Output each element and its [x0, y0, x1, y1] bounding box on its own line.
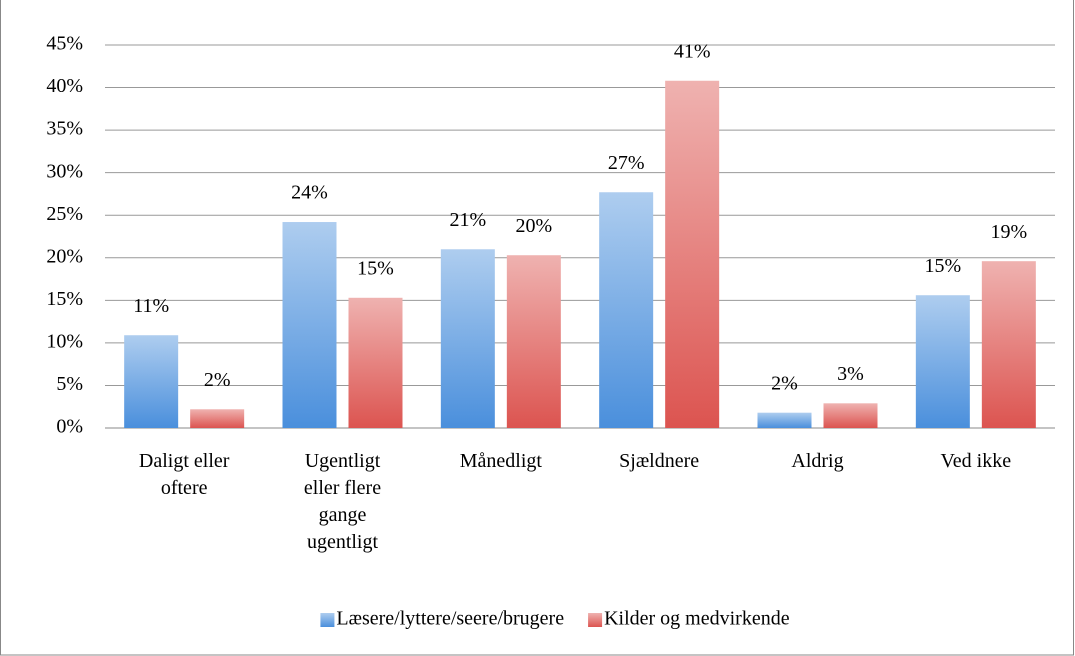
- data-label: 2%: [204, 369, 231, 391]
- y-tick-label: 40%: [46, 75, 83, 97]
- y-tick-label: 30%: [46, 160, 83, 182]
- bar: [599, 192, 654, 428]
- bar: [124, 335, 179, 428]
- data-label: 2%: [771, 372, 798, 394]
- x-tick-label: Daligt eller oftere: [139, 450, 230, 499]
- bar: [282, 222, 337, 428]
- y-tick-label: 5%: [56, 373, 83, 395]
- data-label: 21%: [449, 209, 486, 231]
- bar: [757, 412, 812, 428]
- data-label: 27%: [608, 152, 645, 174]
- x-tick-label: Ugentligt eller flere gange ugentligt: [304, 450, 381, 553]
- y-tick-label: 10%: [46, 330, 83, 352]
- legend-label: Læsere/lyttere/seere/brugere: [336, 608, 564, 630]
- data-label: 11%: [133, 295, 169, 317]
- data-label: 15%: [924, 255, 961, 277]
- x-tick-label: Månedligt: [460, 450, 543, 472]
- y-tick-label: 25%: [46, 203, 83, 225]
- data-label: 15%: [357, 257, 394, 279]
- x-tick-label: Ved ikke: [941, 450, 1012, 472]
- bar: [665, 80, 720, 428]
- bar: [348, 297, 403, 428]
- bar: [981, 261, 1036, 428]
- bar: [440, 249, 495, 428]
- bar: [506, 255, 561, 428]
- data-label: 20%: [515, 215, 552, 237]
- bar: [190, 409, 245, 428]
- x-tick-label: Aldrig: [791, 450, 843, 472]
- bar: [915, 295, 970, 428]
- data-label: 19%: [990, 221, 1027, 243]
- bar: [823, 403, 878, 428]
- y-tick-label: 20%: [46, 245, 83, 267]
- y-tick-label: 0%: [56, 416, 83, 438]
- y-tick-label: 15%: [46, 288, 83, 310]
- y-tick-label: 45%: [46, 33, 83, 55]
- data-label: 3%: [837, 363, 864, 385]
- legend-marker: [320, 613, 335, 627]
- x-tick-label: Sjældnere: [619, 450, 699, 472]
- data-label: 24%: [291, 182, 328, 204]
- legend-label: Kilder og medvirkende: [604, 608, 790, 630]
- data-label: 41%: [674, 40, 711, 62]
- legend-marker: [588, 613, 603, 627]
- y-tick-label: 35%: [46, 118, 83, 140]
- legend: Læsere/lyttere/seere/brugere Kilder og me…: [320, 608, 790, 630]
